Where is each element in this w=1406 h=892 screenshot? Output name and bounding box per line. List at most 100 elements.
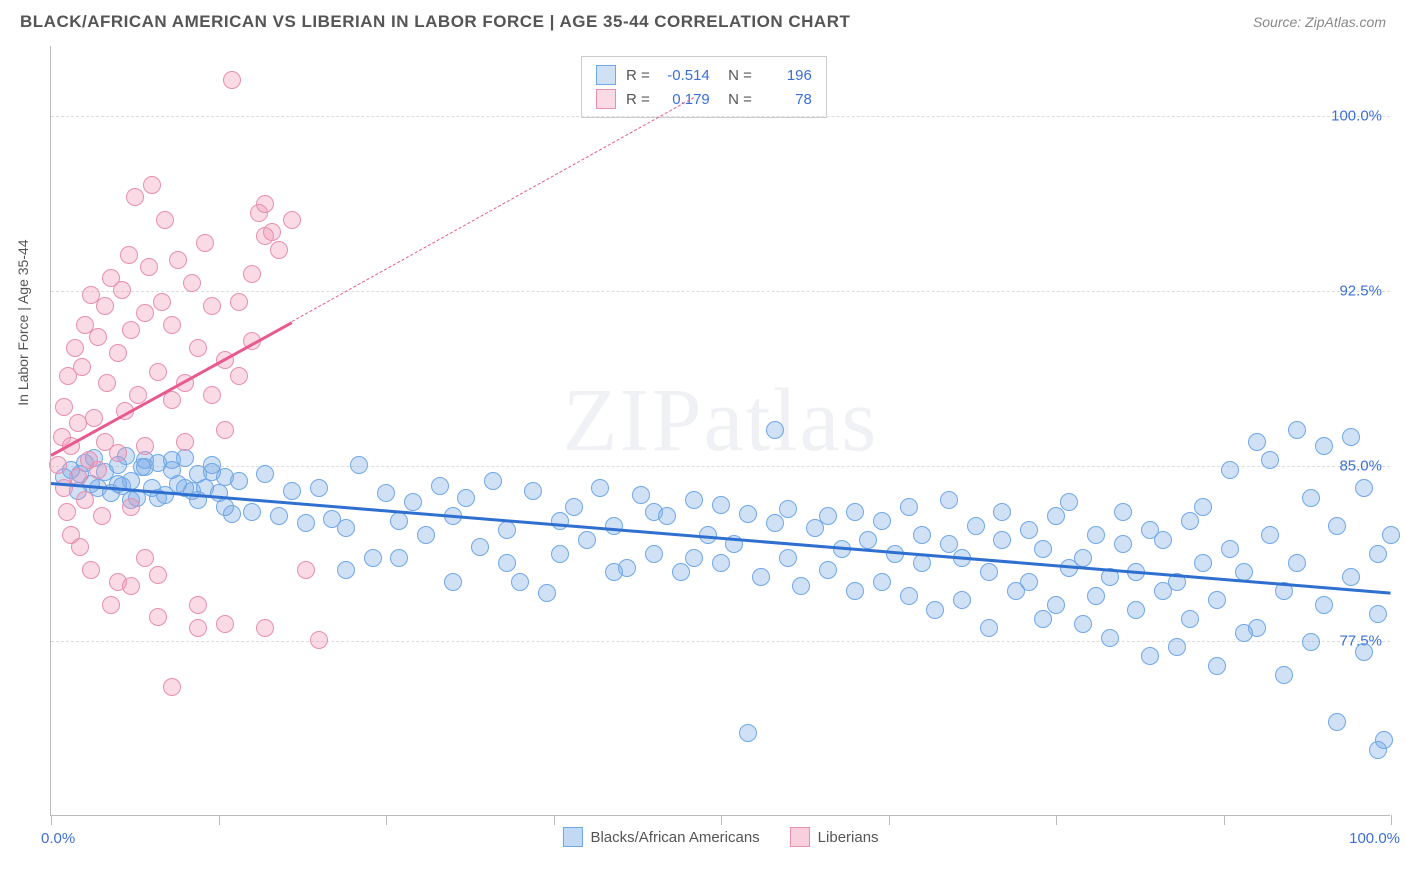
r-value-0: -0.514 <box>660 67 710 84</box>
data-point-series-0 <box>538 584 556 602</box>
data-point-series-0 <box>1127 601 1145 619</box>
data-point-series-0 <box>980 619 998 637</box>
data-point-series-1 <box>73 358 91 376</box>
data-point-series-0 <box>1369 545 1387 563</box>
gridline <box>51 466 1390 467</box>
data-point-series-0 <box>672 563 690 581</box>
data-point-series-0 <box>270 507 288 525</box>
data-point-series-1 <box>85 409 103 427</box>
data-point-series-0 <box>993 503 1011 521</box>
y-tick-label: 85.0% <box>1339 458 1382 475</box>
data-point-series-0 <box>390 549 408 567</box>
data-point-series-0 <box>1141 647 1159 665</box>
swatch-series-1 <box>596 89 616 109</box>
data-point-series-1 <box>223 71 241 89</box>
x-axis-min-label: 0.0% <box>41 830 75 847</box>
data-point-series-0 <box>1261 526 1279 544</box>
data-point-series-1 <box>76 491 94 509</box>
data-point-series-0 <box>1208 591 1226 609</box>
data-point-series-1 <box>149 566 167 584</box>
data-point-series-0 <box>1074 615 1092 633</box>
n-value-0: 196 <box>762 67 812 84</box>
data-point-series-0 <box>484 472 502 490</box>
x-tick <box>721 815 722 825</box>
data-point-series-1 <box>143 176 161 194</box>
legend-swatch-0 <box>562 827 582 847</box>
data-point-series-1 <box>189 596 207 614</box>
data-point-series-1 <box>176 433 194 451</box>
data-point-series-0 <box>283 482 301 500</box>
data-point-series-0 <box>605 563 623 581</box>
r-value-1: 0.179 <box>660 91 710 108</box>
trendline <box>50 322 293 458</box>
data-point-series-0 <box>1101 629 1119 647</box>
data-point-series-0 <box>1087 587 1105 605</box>
data-point-series-1 <box>256 195 274 213</box>
data-point-series-0 <box>1342 428 1360 446</box>
data-point-series-0 <box>1181 610 1199 628</box>
data-point-series-0 <box>658 507 676 525</box>
data-point-series-1 <box>140 258 158 276</box>
source-attribution: Source: ZipAtlas.com <box>1253 14 1386 30</box>
data-point-series-0 <box>1355 479 1373 497</box>
stats-row-series-1: R = 0.179 N = 78 <box>596 87 812 111</box>
x-tick <box>889 815 890 825</box>
stats-row-series-0: R = -0.514 N = 196 <box>596 63 812 87</box>
data-point-series-1 <box>82 561 100 579</box>
data-point-series-0 <box>739 505 757 523</box>
data-point-series-0 <box>297 514 315 532</box>
data-point-series-0 <box>404 493 422 511</box>
data-point-series-0 <box>685 491 703 509</box>
data-point-series-0 <box>337 519 355 537</box>
data-point-series-0 <box>739 724 757 742</box>
data-point-series-0 <box>1047 507 1065 525</box>
data-point-series-0 <box>1355 643 1373 661</box>
data-point-series-0 <box>417 526 435 544</box>
data-point-series-0 <box>364 549 382 567</box>
data-point-series-0 <box>766 514 784 532</box>
data-point-series-0 <box>1328 713 1346 731</box>
data-point-series-1 <box>126 188 144 206</box>
data-point-series-1 <box>153 293 171 311</box>
data-point-series-0 <box>471 538 489 556</box>
data-point-series-0 <box>1369 605 1387 623</box>
n-label: N = <box>720 91 752 108</box>
data-point-series-0 <box>1087 526 1105 544</box>
data-point-series-1 <box>189 339 207 357</box>
data-point-series-0 <box>712 496 730 514</box>
watermark: ZIPatlas <box>563 369 879 472</box>
legend-label-0: Blacks/African Americans <box>590 829 759 846</box>
data-point-series-0 <box>779 500 797 518</box>
legend: Blacks/African Americans Liberians <box>562 827 878 847</box>
data-point-series-1 <box>216 615 234 633</box>
data-point-series-1 <box>256 619 274 637</box>
data-point-series-1 <box>270 241 288 259</box>
data-point-series-1 <box>122 577 140 595</box>
data-point-series-0 <box>1020 573 1038 591</box>
data-point-series-0 <box>993 531 1011 549</box>
data-point-series-0 <box>1221 540 1239 558</box>
data-point-series-1 <box>283 211 301 229</box>
data-point-series-1 <box>297 561 315 579</box>
data-point-series-0 <box>203 463 221 481</box>
data-point-series-0 <box>1114 503 1132 521</box>
swatch-series-0 <box>596 65 616 85</box>
data-point-series-0 <box>1328 517 1346 535</box>
gridline <box>51 116 1390 117</box>
data-point-series-0 <box>377 484 395 502</box>
data-point-series-0 <box>591 479 609 497</box>
data-point-series-0 <box>752 568 770 586</box>
data-point-series-1 <box>196 234 214 252</box>
data-point-series-0 <box>1275 666 1293 684</box>
data-point-series-0 <box>1248 619 1266 637</box>
data-point-series-0 <box>243 503 261 521</box>
x-axis-max-label: 100.0% <box>1349 830 1400 847</box>
x-tick <box>1391 815 1392 825</box>
legend-item-1: Liberians <box>790 827 879 847</box>
correlation-stats-box: R = -0.514 N = 196 R = 0.179 N = 78 <box>581 56 827 118</box>
data-point-series-1 <box>89 328 107 346</box>
x-tick <box>219 815 220 825</box>
data-point-series-0 <box>163 451 181 469</box>
gridline <box>51 641 1390 642</box>
data-point-series-0 <box>819 561 837 579</box>
